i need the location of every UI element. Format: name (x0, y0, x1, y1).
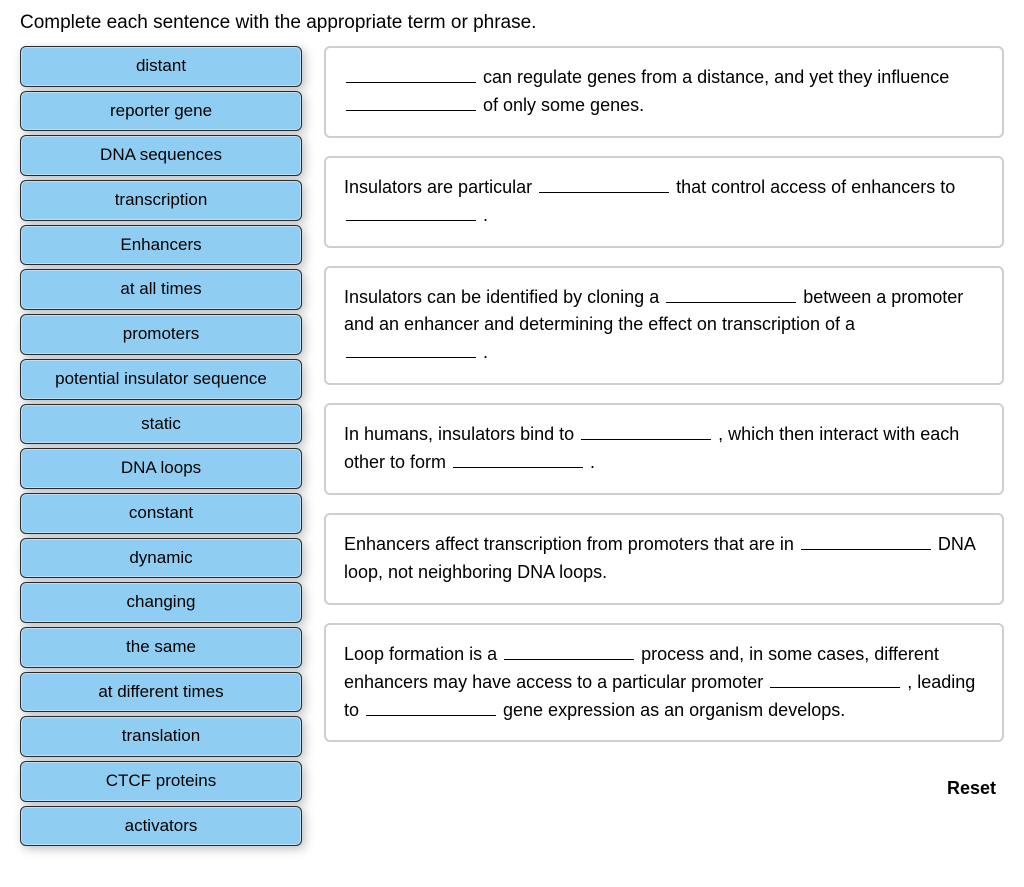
word-tile[interactable]: DNA loops (20, 448, 302, 489)
word-bank: distant reporter gene DNA sequences tran… (20, 46, 302, 846)
word-tile[interactable]: DNA sequences (20, 135, 302, 176)
word-tile[interactable]: potential insulator sequence (20, 359, 302, 400)
sentence-box: Insulators are particular that control a… (324, 156, 1004, 248)
blank-drop[interactable] (346, 203, 476, 221)
sentence-text: Insulators are particular (344, 177, 537, 197)
sentence-text: In humans, insulators bind to (344, 424, 579, 444)
instruction-text: Complete each sentence with the appropri… (20, 12, 1004, 34)
blank-drop[interactable] (666, 285, 796, 303)
sentence-box: Enhancers affect transcription from prom… (324, 513, 1004, 605)
sentence-box: can regulate genes from a distance, and … (324, 46, 1004, 138)
word-tile[interactable]: Enhancers (20, 225, 302, 266)
blank-drop[interactable] (770, 670, 900, 688)
footer: Reset (324, 774, 1004, 803)
sentence-box: In humans, insulators bind to , which th… (324, 403, 1004, 495)
word-tile[interactable]: at all times (20, 269, 302, 310)
exercise-container: distant reporter gene DNA sequences tran… (20, 46, 1004, 846)
sentence-text: . (478, 205, 488, 225)
sentence-text: Enhancers affect transcription from prom… (344, 534, 799, 554)
word-tile[interactable]: transcription (20, 180, 302, 221)
blank-drop[interactable] (581, 422, 711, 440)
word-tile[interactable]: static (20, 404, 302, 445)
word-tile[interactable]: reporter gene (20, 91, 302, 132)
blank-drop[interactable] (801, 532, 931, 550)
sentence-panel: can regulate genes from a distance, and … (324, 46, 1004, 803)
reset-button[interactable]: Reset (939, 774, 1004, 803)
word-tile[interactable]: translation (20, 716, 302, 757)
word-tile[interactable]: changing (20, 582, 302, 623)
sentence-text: Insulators can be identified by cloning … (344, 287, 664, 307)
sentence-text: can regulate genes from a distance, and … (478, 67, 949, 87)
blank-drop[interactable] (539, 175, 669, 193)
word-tile[interactable]: distant (20, 46, 302, 87)
sentence-text: Loop formation is a (344, 644, 502, 664)
blank-drop[interactable] (453, 450, 583, 468)
word-tile[interactable]: at different times (20, 672, 302, 713)
sentence-text: . (478, 342, 488, 362)
blank-drop[interactable] (366, 698, 496, 716)
sentence-text: . (585, 452, 595, 472)
blank-drop[interactable] (346, 93, 476, 111)
blank-drop[interactable] (346, 340, 476, 358)
sentence-text: of only some genes. (478, 95, 644, 115)
word-tile[interactable]: constant (20, 493, 302, 534)
word-tile[interactable]: CTCF proteins (20, 761, 302, 802)
word-tile[interactable]: activators (20, 806, 302, 847)
word-tile[interactable]: promoters (20, 314, 302, 355)
word-tile[interactable]: the same (20, 627, 302, 668)
sentence-box: Loop formation is a process and, in some… (324, 623, 1004, 743)
sentence-text: that control access of enhancers to (671, 177, 955, 197)
blank-drop[interactable] (504, 642, 634, 660)
word-tile[interactable]: dynamic (20, 538, 302, 579)
sentence-box: Insulators can be identified by cloning … (324, 266, 1004, 386)
sentence-text: gene expression as an organism develops. (498, 700, 845, 720)
blank-drop[interactable] (346, 65, 476, 83)
